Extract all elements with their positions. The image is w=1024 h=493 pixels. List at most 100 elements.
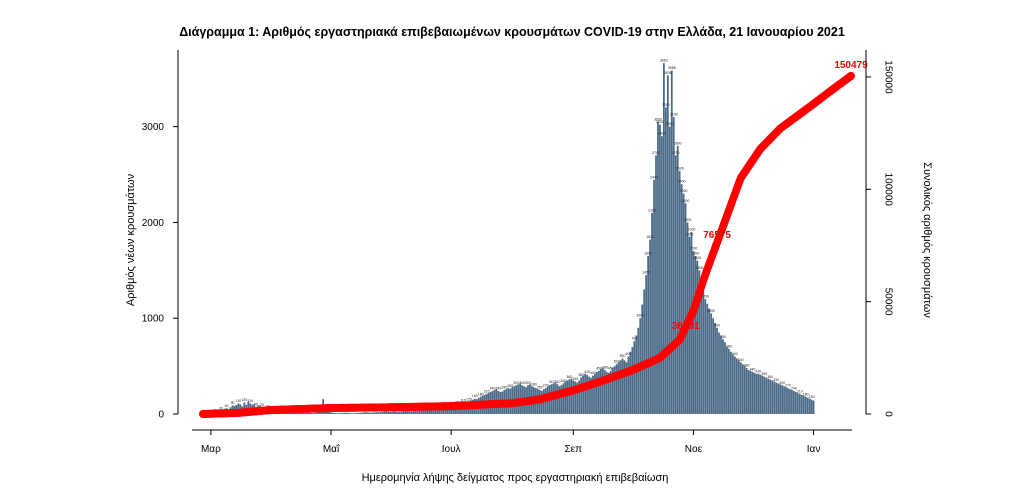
bar bbox=[629, 351, 632, 414]
bar bbox=[594, 373, 596, 414]
bar bbox=[363, 412, 366, 414]
bar bbox=[712, 318, 715, 414]
bar-data-label: 265 bbox=[507, 384, 513, 388]
cumulative-annotation: 76575 bbox=[703, 230, 731, 241]
bar bbox=[355, 413, 358, 414]
bar bbox=[588, 376, 590, 414]
bar-data-label: 410 bbox=[584, 370, 590, 374]
bar bbox=[310, 412, 313, 414]
bar bbox=[562, 383, 565, 414]
bar bbox=[596, 371, 598, 414]
bar bbox=[430, 408, 433, 414]
bar bbox=[674, 155, 677, 414]
bar bbox=[410, 411, 413, 414]
bar bbox=[802, 395, 805, 414]
bar bbox=[243, 402, 246, 414]
bar bbox=[655, 155, 657, 414]
bar bbox=[383, 411, 386, 414]
bar bbox=[684, 203, 687, 414]
bar bbox=[237, 403, 240, 414]
bar bbox=[747, 369, 750, 414]
bar-data-label: 250 bbox=[501, 386, 507, 390]
bar-data-label: 1850 bbox=[686, 232, 694, 236]
bar bbox=[375, 412, 378, 414]
bar bbox=[582, 375, 585, 414]
bar-data-label: 1700 bbox=[690, 247, 698, 251]
bar-data-label: 280 bbox=[531, 383, 537, 387]
bar-data-label: 1050 bbox=[707, 309, 715, 313]
bar bbox=[777, 383, 780, 414]
bar-data-label: 390 bbox=[761, 372, 767, 376]
bar bbox=[672, 117, 675, 415]
bar bbox=[381, 411, 384, 414]
bar bbox=[808, 398, 811, 414]
bar bbox=[566, 380, 569, 414]
bar bbox=[678, 171, 681, 414]
bar bbox=[641, 304, 644, 414]
bar bbox=[759, 374, 762, 414]
bar bbox=[570, 378, 573, 414]
bar-data-label: 460 bbox=[602, 365, 608, 369]
x-tick-label: Μαρ bbox=[201, 444, 221, 455]
bar-data-label: 2000 bbox=[684, 218, 692, 222]
bar bbox=[649, 239, 651, 414]
bar bbox=[605, 371, 608, 414]
bar-data-label: 600 bbox=[732, 352, 738, 356]
bar-data-label: 540 bbox=[738, 358, 744, 362]
bar bbox=[800, 394, 803, 414]
bar bbox=[698, 270, 701, 414]
bar bbox=[371, 412, 374, 414]
bar bbox=[584, 373, 586, 414]
axes-layer: 0 1000 2000 3000 0 50000 100000 150000 Μαρ Μαΐ Ιου… bbox=[142, 50, 893, 455]
bar-data-label: 210 bbox=[484, 389, 490, 393]
bar bbox=[765, 377, 768, 414]
bar bbox=[745, 368, 748, 414]
bar bbox=[708, 308, 711, 414]
bar bbox=[387, 411, 390, 414]
bar bbox=[635, 335, 638, 414]
bar bbox=[385, 411, 388, 414]
bar bbox=[339, 413, 342, 414]
bar bbox=[414, 410, 417, 414]
bar bbox=[373, 412, 376, 414]
bar-data-label: 110 bbox=[247, 399, 253, 403]
bar-data-label: 2300 bbox=[680, 189, 688, 193]
bar-data-label: 340 bbox=[572, 377, 578, 381]
bar-data-label: 1200 bbox=[701, 295, 709, 299]
bar bbox=[700, 279, 703, 414]
bar-data-label: 2900 bbox=[658, 132, 666, 136]
bar bbox=[743, 366, 746, 414]
bar bbox=[312, 413, 315, 414]
bar bbox=[731, 354, 734, 414]
bar bbox=[753, 372, 756, 414]
bar-data-label: 270 bbox=[785, 384, 791, 388]
bar-data-label: 1600 bbox=[693, 256, 701, 260]
bar bbox=[659, 124, 661, 414]
bar bbox=[617, 362, 620, 414]
bar bbox=[564, 381, 567, 414]
bar bbox=[247, 401, 250, 414]
bar bbox=[580, 377, 583, 414]
bar bbox=[781, 385, 783, 414]
bar-data-label: 330 bbox=[773, 378, 779, 382]
bar bbox=[726, 346, 728, 414]
bar bbox=[607, 372, 610, 414]
bar bbox=[377, 412, 380, 414]
bar bbox=[761, 375, 764, 414]
bar bbox=[794, 391, 797, 414]
bar bbox=[393, 411, 395, 414]
bar bbox=[365, 412, 368, 414]
bar-data-label: 450 bbox=[596, 366, 602, 370]
bar bbox=[572, 380, 575, 414]
bar bbox=[395, 411, 397, 414]
bar-data-label: 2400 bbox=[678, 180, 686, 184]
bar bbox=[343, 412, 346, 414]
bar bbox=[448, 406, 451, 414]
bar bbox=[692, 251, 695, 414]
x-tick-label: Ιαν bbox=[807, 444, 821, 455]
bar bbox=[353, 413, 356, 414]
bar bbox=[345, 412, 348, 414]
bar bbox=[680, 184, 683, 414]
bar bbox=[793, 391, 795, 414]
bar-data-label: 3586 bbox=[668, 66, 676, 70]
